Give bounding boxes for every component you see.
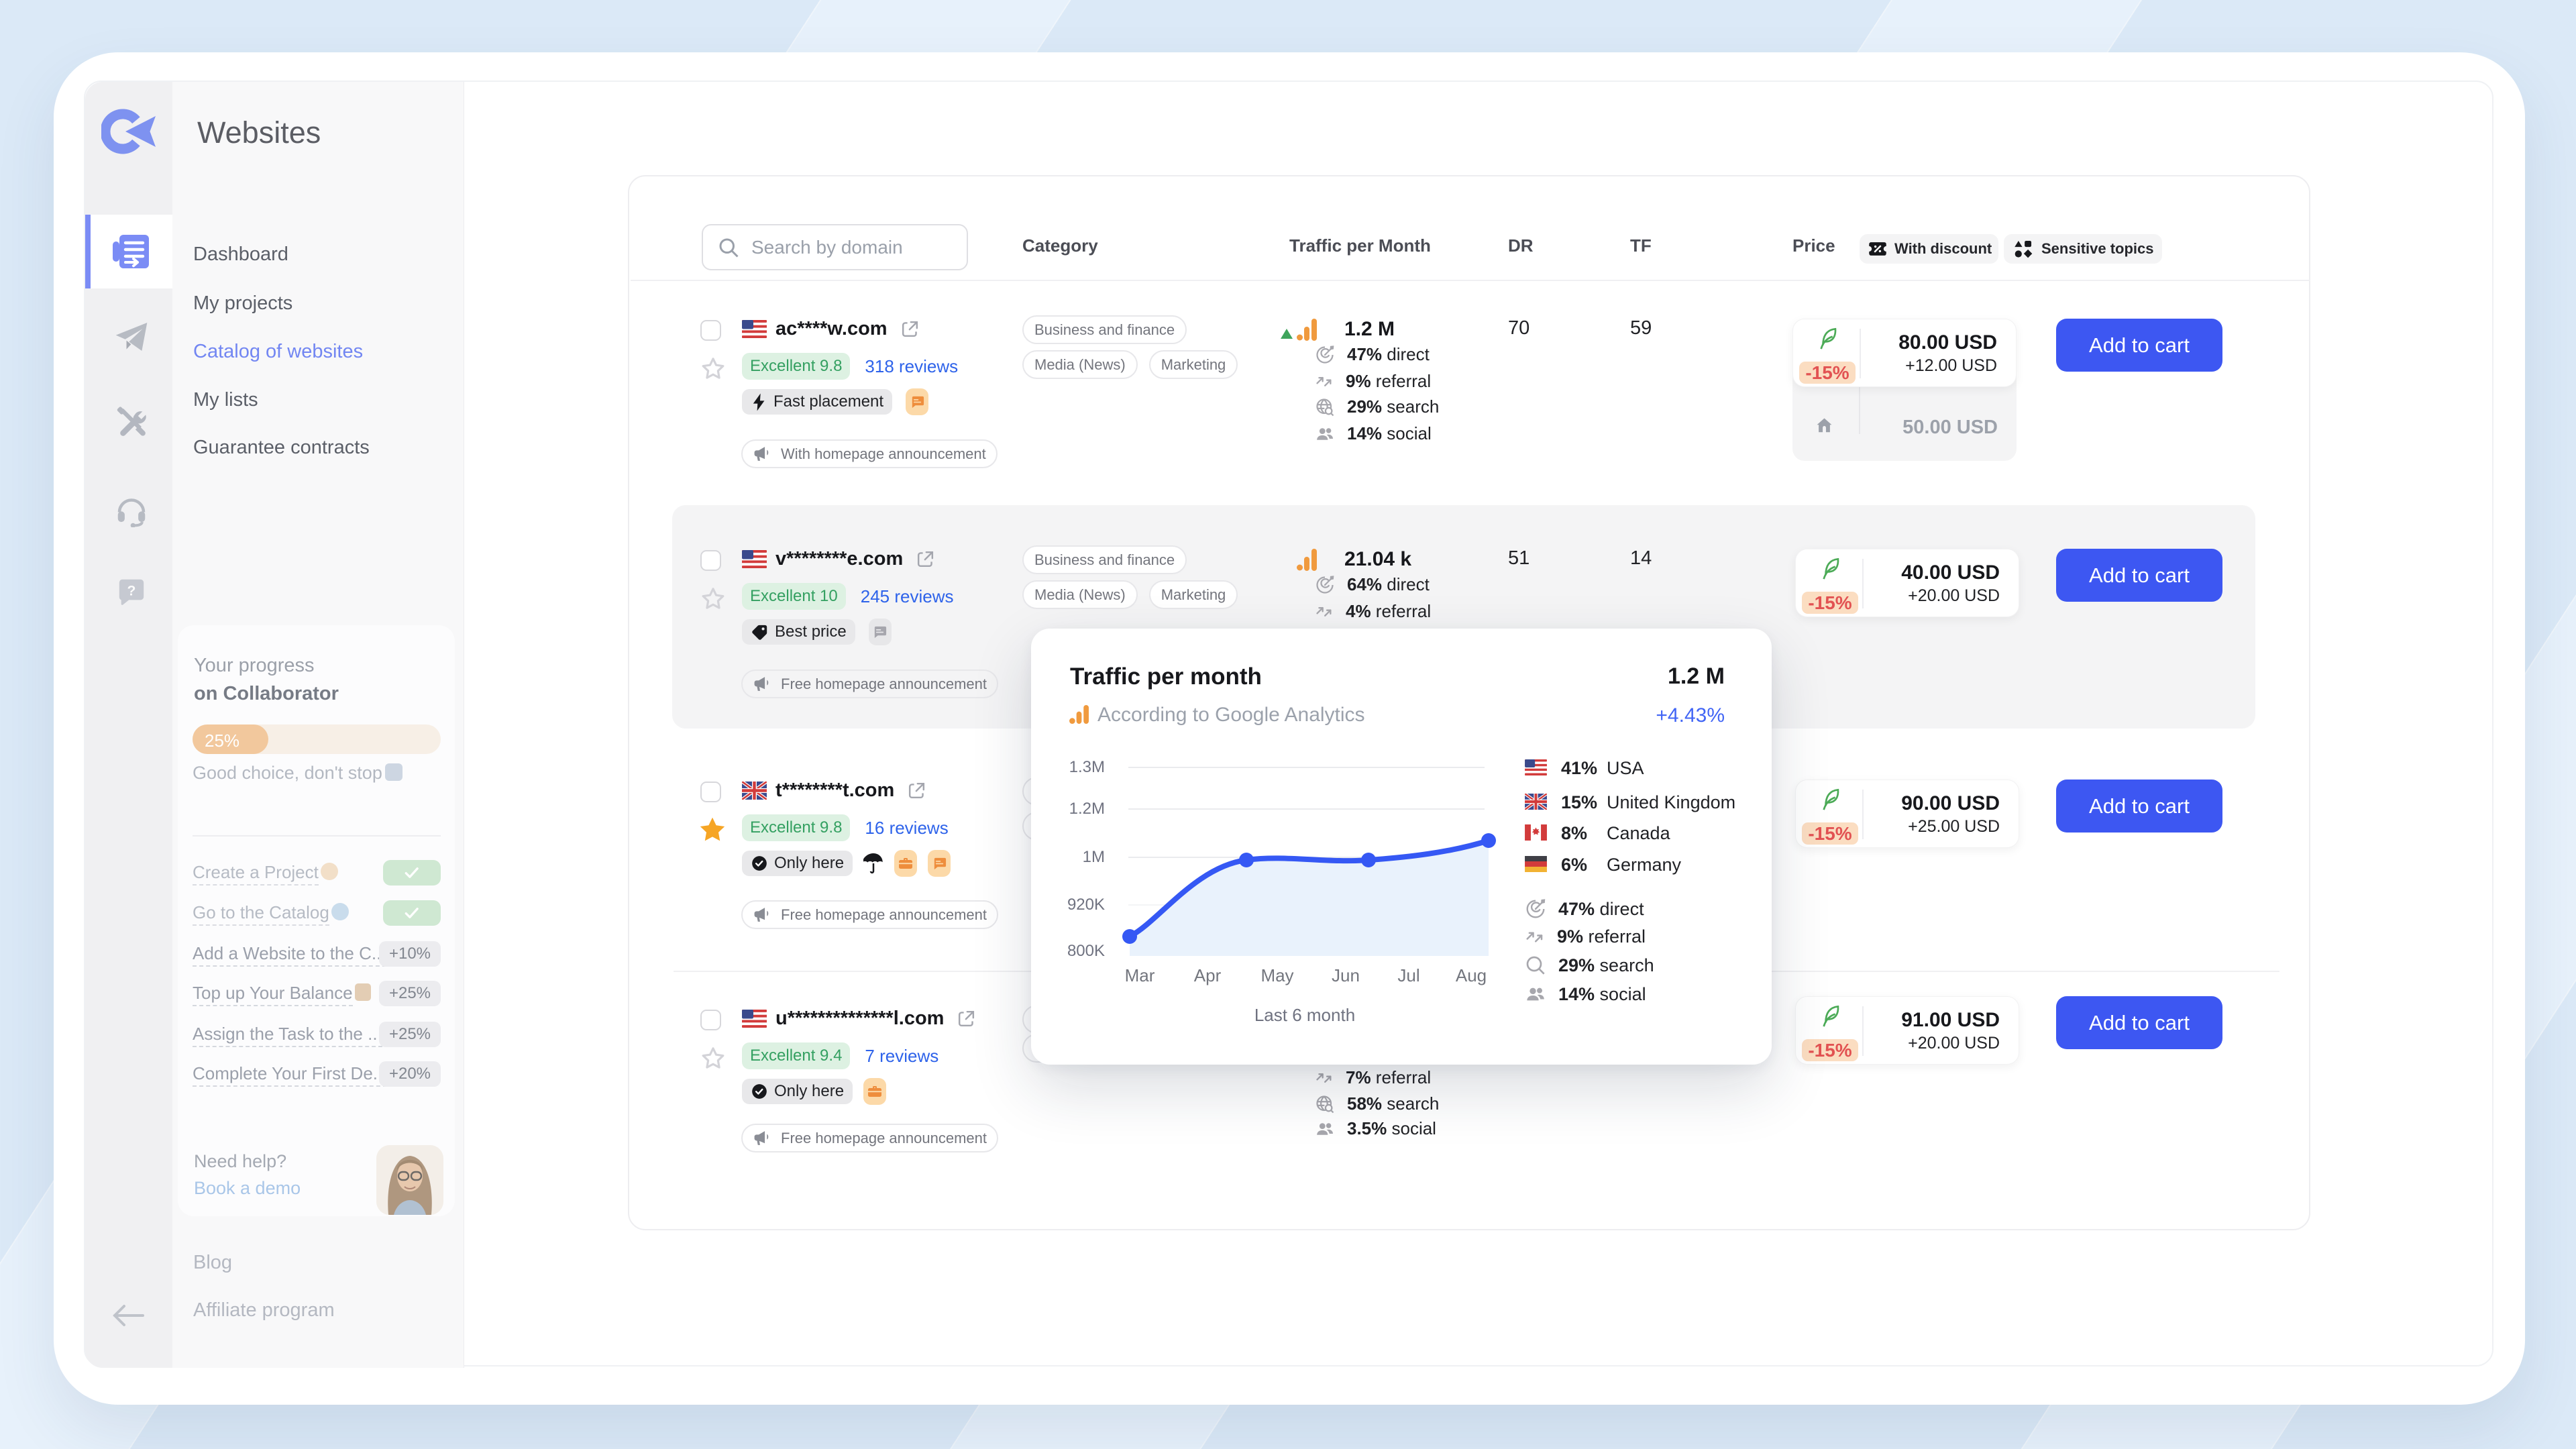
svg-text:?: ? (127, 584, 136, 599)
